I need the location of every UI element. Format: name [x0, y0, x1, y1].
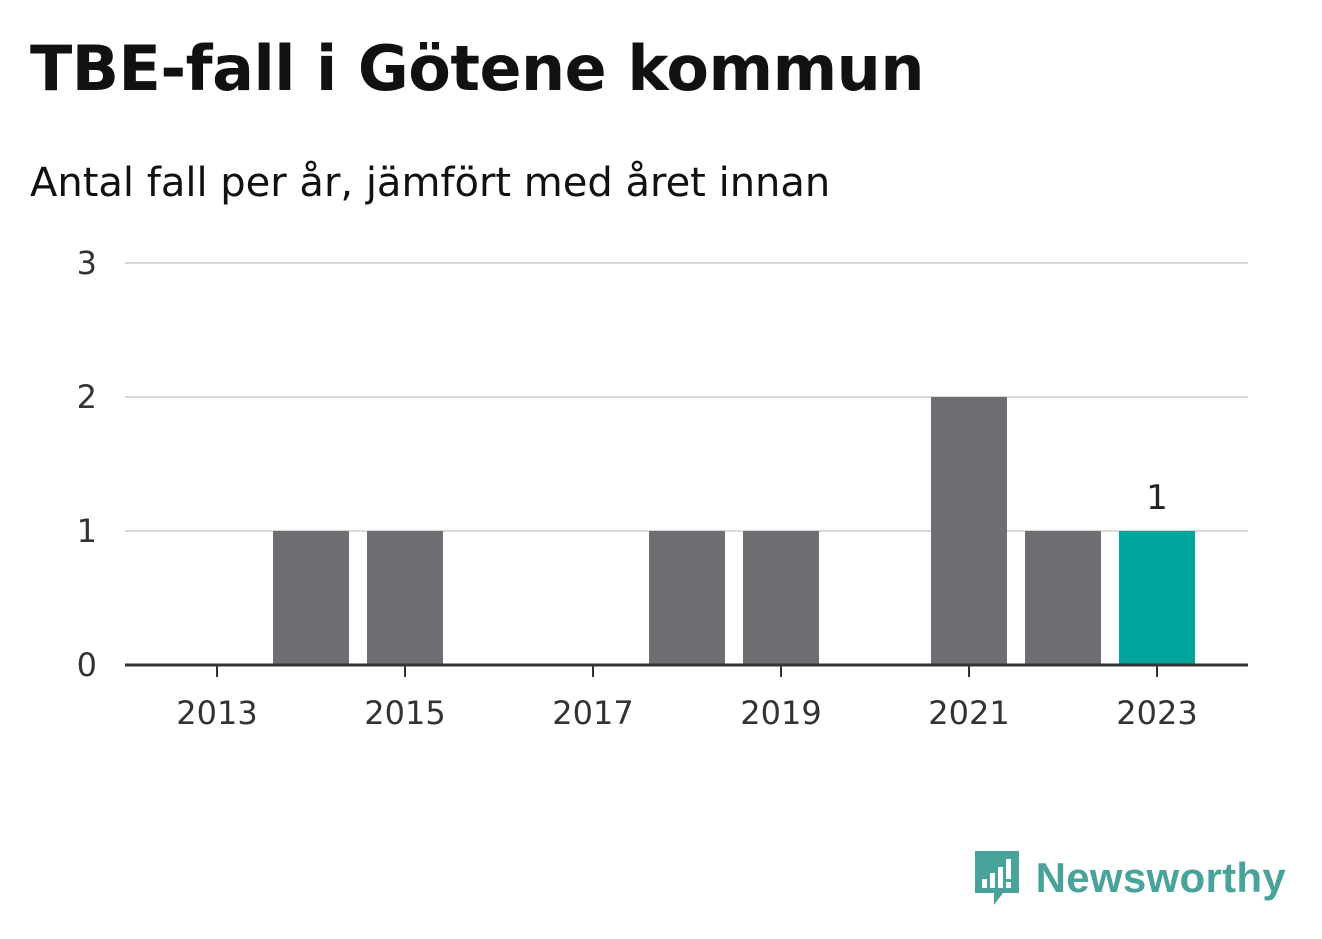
x-tick-label: 2015	[364, 694, 445, 732]
bar-2022	[1025, 531, 1101, 665]
newsworthy-logo: Newsworthy	[972, 849, 1286, 907]
x-tick-label: 2017	[552, 694, 633, 732]
x-tick-label: 2019	[740, 694, 821, 732]
grid-lines	[125, 262, 1248, 532]
brand-name: Newsworthy	[1035, 854, 1286, 901]
bar-2021	[931, 397, 1007, 665]
bar-2015	[367, 531, 443, 665]
x-tick-label: 2013	[176, 694, 257, 732]
y-axis-ticks: 0 1 2 3	[77, 244, 97, 684]
value-labels: 1	[1146, 478, 1168, 518]
x-tick-label: 2023	[1116, 694, 1197, 732]
y-tick-label: 3	[77, 244, 97, 282]
bar-chart-speech-bubble-icon	[974, 851, 1019, 905]
bar-chart: 0 1 2 3 2013 2015 2017 2019 2021 2023 1	[77, 244, 1248, 732]
x-tick-label: 2021	[928, 694, 1009, 732]
y-tick-label: 0	[77, 646, 97, 684]
chart-title: TBE-fall i Götene kommun	[30, 32, 924, 105]
bar-2018	[649, 531, 725, 665]
x-axis-ticks: 2013 2015 2017 2019 2021 2023	[176, 665, 1198, 732]
y-tick-label: 1	[77, 512, 97, 550]
bar-2014	[273, 531, 349, 665]
value-label-2023: 1	[1146, 478, 1168, 518]
bar-2019	[743, 531, 819, 665]
bars	[273, 397, 1195, 665]
bar-2023	[1119, 531, 1195, 665]
chart-subtitle: Antal fall per år, jämfört med året inna…	[30, 160, 831, 206]
y-tick-label: 2	[77, 378, 97, 416]
